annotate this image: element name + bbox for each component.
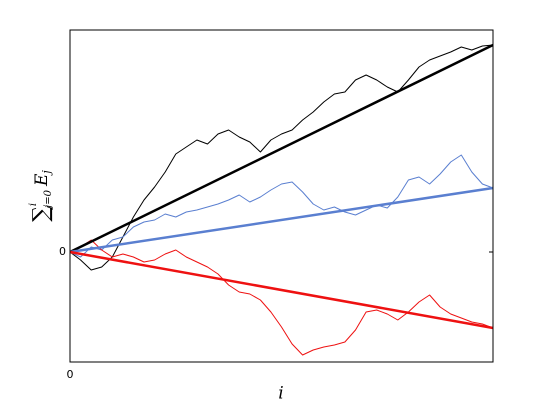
random-walk (69, 154, 494, 258)
y-label-lower: j=0 (43, 189, 54, 209)
trend-line (69, 186, 494, 254)
y-tick-label: 0 (59, 245, 66, 258)
random-walk (69, 44, 494, 271)
y-label-sum: ∑ (29, 206, 54, 222)
y-label-upper: i (28, 203, 39, 206)
y-axis-label: ∑i j=0 Ej (28, 170, 55, 222)
y-label-sub: j (40, 170, 53, 177)
x-tick-label: 0 (67, 368, 74, 381)
x-axis-label: i (278, 384, 283, 404)
random-walk (69, 239, 494, 356)
trend-line (69, 43, 494, 254)
plot-frame (69, 29, 494, 363)
trend-line (69, 250, 494, 330)
y-label-term: E (32, 173, 52, 187)
